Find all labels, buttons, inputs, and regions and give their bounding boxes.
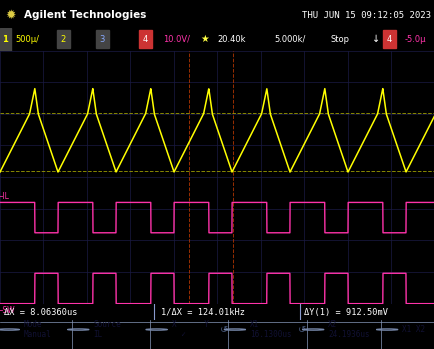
Text: -5.0μ: -5.0μ bbox=[404, 35, 425, 44]
Text: X      Y
  ✓: X Y ✓ bbox=[171, 320, 208, 339]
Text: 2: 2 bbox=[60, 35, 66, 44]
Text: 20.40k: 20.40k bbox=[217, 35, 246, 44]
Text: 4: 4 bbox=[386, 35, 391, 44]
Text: 4: 4 bbox=[143, 35, 148, 44]
Text: 3: 3 bbox=[99, 35, 105, 44]
Text: X1 X2: X1 X2 bbox=[401, 325, 424, 334]
Bar bbox=[56, 30, 69, 48]
Text: 500μ/: 500μ/ bbox=[15, 35, 39, 44]
Bar bbox=[0, 28, 11, 51]
Bar bbox=[382, 30, 395, 48]
Text: 5.000k/: 5.000k/ bbox=[273, 35, 305, 44]
Text: ↺: ↺ bbox=[220, 325, 227, 335]
Text: X1
16.1300us: X1 16.1300us bbox=[250, 320, 291, 339]
Bar bbox=[139, 30, 152, 48]
Text: ↓: ↓ bbox=[371, 34, 379, 44]
Text: 1: 1 bbox=[2, 35, 8, 44]
Text: ★: ★ bbox=[200, 34, 208, 44]
Text: ↺: ↺ bbox=[298, 325, 306, 335]
Text: Stop: Stop bbox=[330, 35, 349, 44]
Text: ←IL: ←IL bbox=[0, 192, 10, 201]
Text: ✹: ✹ bbox=[5, 9, 16, 22]
Text: Agilent Technologies: Agilent Technologies bbox=[24, 10, 146, 20]
Text: ←SW: ←SW bbox=[0, 306, 16, 315]
Text: 1/ΔX = 124.01kHz: 1/ΔX = 124.01kHz bbox=[161, 307, 244, 317]
Text: Source
IL: Source IL bbox=[93, 320, 121, 339]
Text: THU JUN 15 09:12:05 2023: THU JUN 15 09:12:05 2023 bbox=[301, 11, 430, 20]
Bar bbox=[95, 30, 108, 48]
Text: ΔX = 8.06360us: ΔX = 8.06360us bbox=[4, 307, 78, 317]
Text: Mode
Manual: Mode Manual bbox=[24, 320, 52, 339]
Text: X2
24.1936us: X2 24.1936us bbox=[328, 320, 369, 339]
Text: ΔY(1) = 912.50mV: ΔY(1) = 912.50mV bbox=[304, 307, 388, 317]
Text: 10.0V/: 10.0V/ bbox=[163, 35, 190, 44]
